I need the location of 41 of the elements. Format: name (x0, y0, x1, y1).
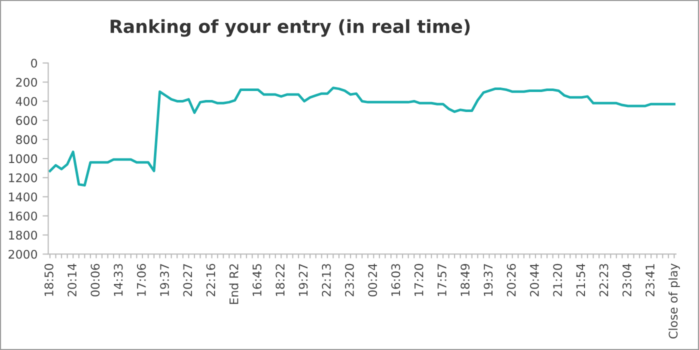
x-tick-label: 14:33 (114, 264, 123, 296)
y-tick-label: 1200 (9, 173, 38, 182)
y-tick-label: 1400 (9, 192, 38, 202)
x-tick-label: 17:57 (438, 264, 446, 296)
x-tick-label: 20:14 (68, 264, 77, 296)
chart-title: Ranking of your entry (in real time) (110, 19, 470, 37)
x-tick-label: 21:54 (576, 264, 586, 296)
x-tick-label: End R2 (229, 264, 238, 304)
x-tick-label: 21:20 (553, 264, 562, 296)
y-tick-label: 400 (16, 96, 38, 106)
x-tick-label: 23:41 (646, 264, 655, 296)
x-tick-label: 19:37 (160, 264, 169, 296)
x-tick-label: 22:23 (599, 264, 608, 296)
x-tick-label: 17:06 (136, 264, 146, 296)
y-tick-label: 1000 (9, 154, 38, 164)
y-tick-label: 600 (16, 116, 38, 125)
y-tick-label: 0 (31, 58, 38, 68)
x-tick-label: 17:20 (414, 264, 424, 296)
x-tick-label: 20:26 (506, 264, 516, 296)
x-tick-label: 22:13 (322, 264, 331, 296)
x-tick-label: 00:06 (90, 264, 100, 296)
x-tick-label: 19:27 (298, 264, 308, 296)
x-tick-label: 23:20 (345, 264, 354, 296)
x-tick-label: 18:22 (276, 264, 285, 296)
x-tick-label: 20:27 (183, 264, 192, 296)
x-tick-label: 19:37 (484, 264, 493, 296)
y-tick-label: 1600 (9, 212, 38, 221)
x-tick-label: Close of play (668, 263, 680, 339)
x-tick-label: 20:44 (530, 264, 539, 296)
x-tick-label: 22:16 (206, 264, 216, 296)
x-tick-label: 16:03 (391, 264, 400, 296)
x-tick-label: 23:04 (622, 264, 632, 296)
x-tick-label: 16:45 (252, 264, 262, 296)
y-tick-label: 800 (16, 135, 38, 144)
y-tick-label: 200 (16, 78, 38, 87)
y-tick-label: 1800 (9, 230, 38, 240)
x-tick-label: 00:24 (368, 264, 378, 296)
x-tick-label: 18:50 (44, 264, 54, 296)
line-series (48, 86, 676, 187)
y-tick-label: 2000 (8, 250, 38, 259)
x-tick-label: 18:49 (460, 264, 470, 296)
